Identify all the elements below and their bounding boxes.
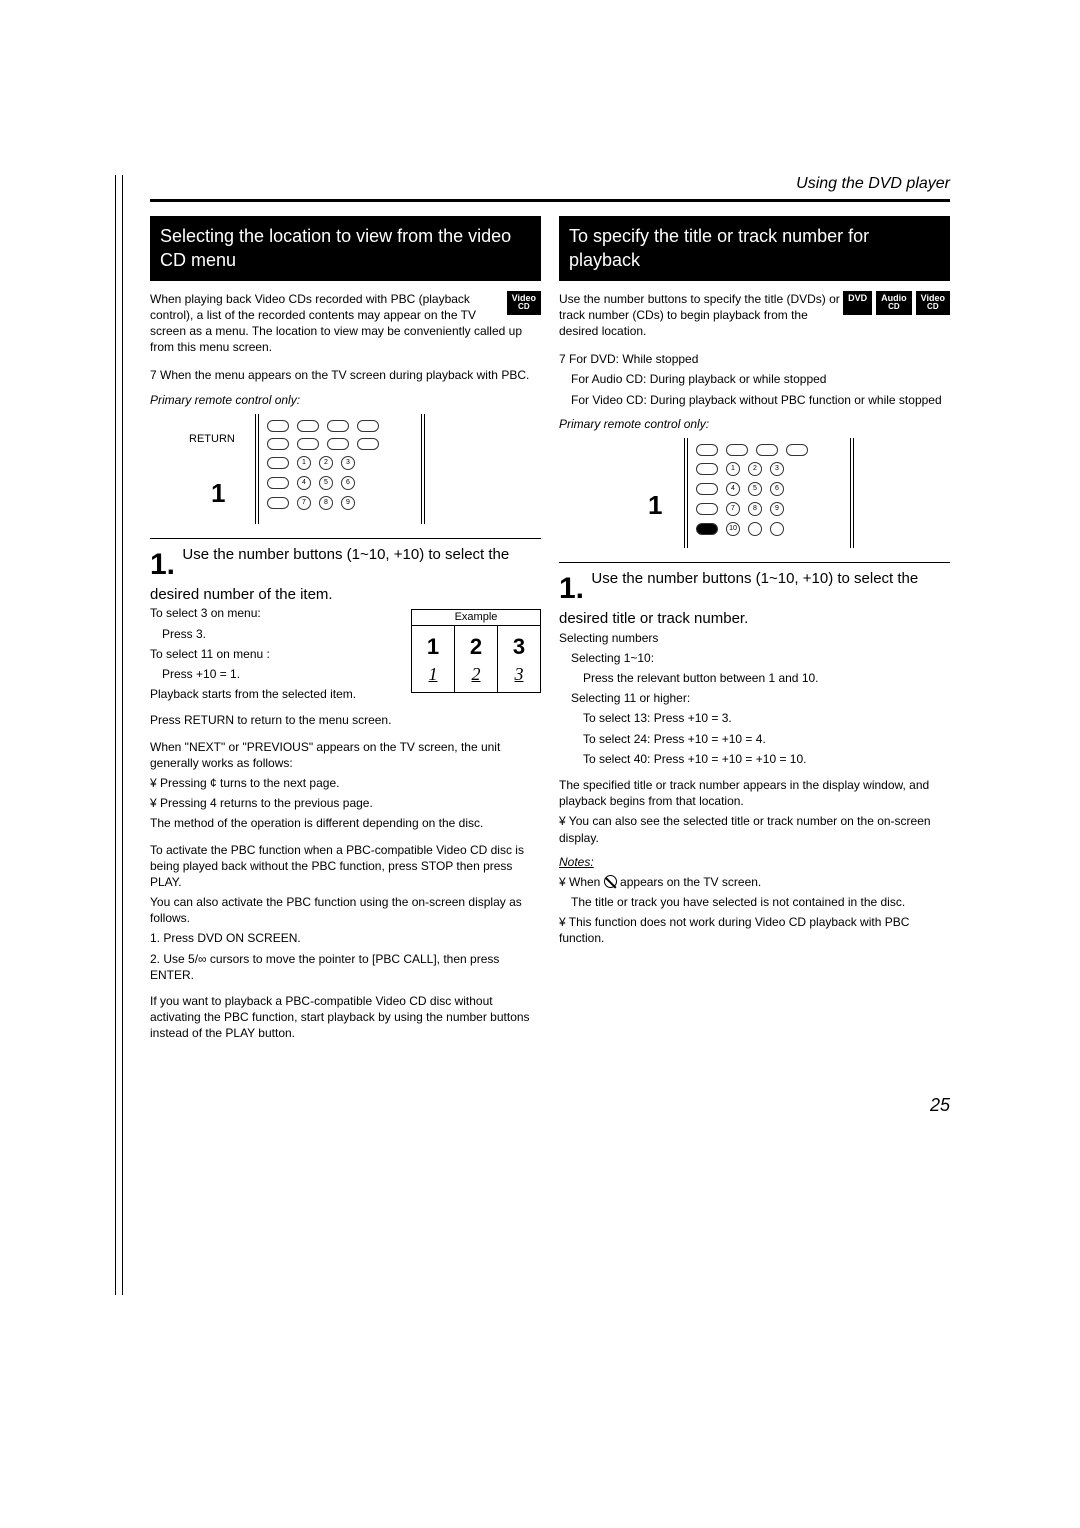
right-remote-note: Primary remote control only: [559, 416, 950, 432]
spec1: The specified title or track number appe… [559, 777, 950, 809]
badge-bottom: CD [512, 303, 536, 312]
badge-audio-cd: AudioCD [876, 291, 912, 316]
left-step: 1. Use the number buttons (1~10, +10) to… [150, 545, 541, 606]
left-step-rule [150, 538, 541, 539]
right-step: 1. Use the number buttons (1~10, +10) to… [559, 569, 950, 630]
n1c: The title or track you have selected is … [571, 894, 950, 910]
note2: ¥ This function does not work during Vid… [559, 914, 950, 946]
sel110: Selecting 1~10: [571, 650, 950, 666]
b7b: For Audio CD: During playback or while s… [571, 371, 950, 387]
bb: CD [921, 303, 945, 312]
spec2: ¥ You can also see the selected title or… [559, 813, 950, 845]
left-remote-note: Primary remote control only: [150, 392, 541, 408]
step-number: 1. [150, 545, 175, 586]
ex-sc: 3 [498, 662, 540, 686]
left-bullet7: 7 When the menu appears on the TV screen… [150, 367, 541, 383]
pbc5: If you want to playback a PBC-compatible… [150, 993, 541, 1042]
left-remote-diagram: RETURN 1 123 456 789 [255, 414, 425, 524]
right-badges: DVD AudioCD VideoCD [843, 291, 950, 316]
bt: Audio [881, 293, 907, 303]
selHdr: Selecting numbers [559, 630, 950, 646]
step-number: 1. [559, 569, 584, 610]
np4: The method of the operation is different… [150, 815, 541, 831]
left-column: Selecting the location to view from the … [150, 216, 541, 1046]
top-rule [150, 199, 950, 202]
n1a: ¥ When [559, 875, 604, 889]
bt: DVD [848, 293, 867, 303]
n1b: appears on the TV screen. [620, 875, 761, 889]
left-intro: When playing back Video CDs recorded wit… [150, 291, 541, 356]
note1: ¥ When appears on the TV screen. [559, 874, 950, 890]
b7c: For Video CD: During playback without PB… [571, 392, 950, 408]
right-remote-diagram: 1 123 456 789 10 [684, 438, 854, 548]
left-badges: Video CD [507, 291, 541, 316]
left-remote-area: RETURN 1 123 456 789 [210, 414, 470, 524]
ex-b: 2 [455, 632, 497, 662]
pbc2: You can also activate the PBC function u… [150, 894, 541, 926]
np1: When "NEXT" or "PREVIOUS" appears on the… [150, 739, 541, 771]
return-label: RETURN [189, 432, 235, 447]
left-section-title: Selecting the location to view from the … [150, 216, 541, 281]
example-box: Example 11 22 33 [411, 609, 541, 693]
badge-top: Video [512, 293, 536, 303]
ex-c: 3 [498, 632, 540, 662]
pbc3: 1. Press DVD ON SCREEN. [150, 930, 541, 946]
sel24: To select 24: Press +10 = +10 = 4. [583, 731, 950, 747]
sel40: To select 40: Press +10 = +10 = +10 = 10… [583, 751, 950, 767]
right-section-title: To specify the title or track number for… [559, 216, 950, 281]
one-label: 1 [211, 476, 225, 511]
right-remote-area: 1 123 456 789 10 [639, 438, 899, 548]
b7a: 7 For DVD: While stopped [559, 351, 950, 367]
right-column: To specify the title or track number for… [559, 216, 950, 1046]
prohibit-icon [604, 875, 617, 888]
bb: CD [881, 303, 907, 312]
np3: ¥ Pressing 4 returns to the previous pag… [150, 795, 541, 811]
sel11: Selecting 11 or higher: [571, 690, 950, 706]
sel13: To select 13: Press +10 = 3. [583, 710, 950, 726]
left-step-text: Use the number buttons (1~10, +10) to se… [150, 546, 509, 604]
right-intro-block: DVD AudioCD VideoCD Use the number butto… [559, 291, 950, 344]
example-label: Example [412, 610, 540, 625]
left-intro-block: Video CD When playing back Video CDs rec… [150, 291, 541, 360]
badge-video-cd: Video CD [507, 291, 541, 316]
columns: Selecting the location to view from the … [150, 216, 950, 1046]
sel110b: Press the relevant button between 1 and … [583, 670, 950, 686]
badge-dvd: DVD [843, 291, 872, 316]
ret: Press RETURN to return to the menu scree… [150, 712, 541, 728]
right-step-rule [559, 562, 950, 563]
page: Using the DVD player Selecting the locat… [150, 175, 950, 1046]
badge-video-cd: VideoCD [916, 291, 950, 316]
ex-sa: 1 [412, 662, 454, 686]
pbc4: 2. Use 5/∞ cursors to move the pointer t… [150, 951, 541, 983]
pbc1: To activate the PBC function when a PBC-… [150, 842, 541, 891]
ex-sb: 2 [455, 662, 497, 686]
right-step-text: Use the number buttons (1~10, +10) to se… [559, 570, 918, 628]
bt: Video [921, 293, 945, 303]
notes-hdr: Notes: [559, 854, 950, 870]
one-label: 1 [648, 488, 662, 523]
np2: ¥ Pressing ¢ turns to the next page. [150, 775, 541, 791]
side-rule [115, 175, 123, 1295]
breadcrumb: Using the DVD player [150, 175, 950, 193]
ex-a: 1 [412, 632, 454, 662]
page-number: 25 [930, 1095, 950, 1116]
